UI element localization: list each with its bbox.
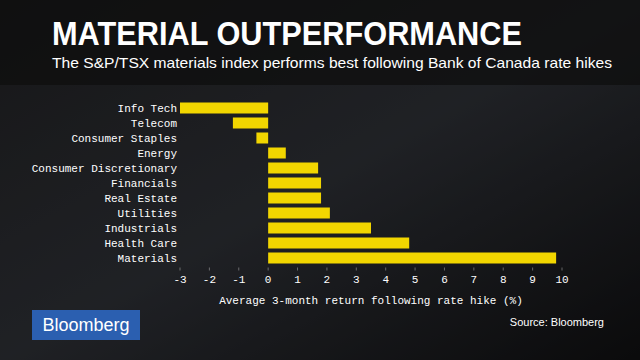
category-label: Consumer Staples xyxy=(71,133,177,145)
bar xyxy=(268,178,321,189)
category-label: Energy xyxy=(137,148,177,160)
bars xyxy=(180,103,556,264)
tick-label: 4 xyxy=(382,274,389,286)
tick-mark xyxy=(562,268,563,271)
tick-mark xyxy=(180,268,181,271)
category-label: Info Tech xyxy=(118,103,177,115)
tick-label: 5 xyxy=(412,274,419,286)
bar xyxy=(233,118,268,129)
x-axis-label: Average 3-month return following rate hi… xyxy=(219,295,523,307)
category-label: Consumer Discretionary xyxy=(32,163,178,175)
tick-label: 6 xyxy=(441,274,448,286)
tick-mark xyxy=(326,268,327,271)
bar xyxy=(268,223,371,234)
tick-label: 1 xyxy=(294,274,301,286)
category-label: Utilities xyxy=(118,208,177,220)
tick-mark xyxy=(238,268,239,271)
tick-mark xyxy=(385,268,386,271)
logo: Bloomberg xyxy=(42,315,129,335)
tick-label: 3 xyxy=(353,274,360,286)
tick-mark xyxy=(356,268,357,271)
tick-mark xyxy=(268,268,269,271)
logo-box xyxy=(32,310,140,340)
subtitle: The S&P/TSX materials index performs bes… xyxy=(52,54,612,71)
tick-label: -1 xyxy=(232,274,246,286)
tick-mark xyxy=(209,268,210,271)
tick-mark xyxy=(473,268,474,271)
tick-label: 2 xyxy=(324,274,331,286)
header-band xyxy=(0,0,640,85)
chart: MATERIAL OUTPERFORMANCE The S&P/TSX mater… xyxy=(0,0,640,360)
background xyxy=(0,0,640,360)
bar xyxy=(256,133,268,144)
bar xyxy=(268,148,286,159)
tick-label: 9 xyxy=(529,274,536,286)
bar xyxy=(268,253,556,264)
category-labels: Info Tech Telecom Consumer Staples Energy Co… xyxy=(32,103,178,265)
tick-label: -3 xyxy=(173,274,186,286)
category-label: Financials xyxy=(111,178,177,190)
category-label: Real Estate xyxy=(104,193,177,205)
category-label: Industrials xyxy=(104,223,177,235)
bar xyxy=(268,208,330,219)
tick-label: 8 xyxy=(500,274,507,286)
tick-mark xyxy=(297,268,298,271)
category-label: Materials xyxy=(118,253,177,265)
tick-mark xyxy=(415,268,416,271)
bar xyxy=(180,103,268,114)
plot-shade xyxy=(0,85,640,360)
tick-mark xyxy=(503,268,504,271)
bar xyxy=(268,163,318,174)
x-ticks: -3 -2 -1 0 1 2 3 4 5 6 7 8 9 10 xyxy=(173,268,568,287)
category-label: Health Care xyxy=(104,238,177,250)
source: Source: Bloomberg xyxy=(510,316,604,328)
bar xyxy=(268,193,321,204)
tick-mark xyxy=(532,268,533,271)
tick-label: 0 xyxy=(265,274,272,286)
title: MATERIAL OUTPERFORMANCE xyxy=(52,14,522,52)
tick-label: -2 xyxy=(203,274,216,286)
tick-label: 10 xyxy=(555,274,568,286)
tick-mark xyxy=(444,268,445,271)
category-label: Telecom xyxy=(131,118,178,130)
tick-label: 7 xyxy=(471,274,478,286)
bar xyxy=(268,238,409,249)
